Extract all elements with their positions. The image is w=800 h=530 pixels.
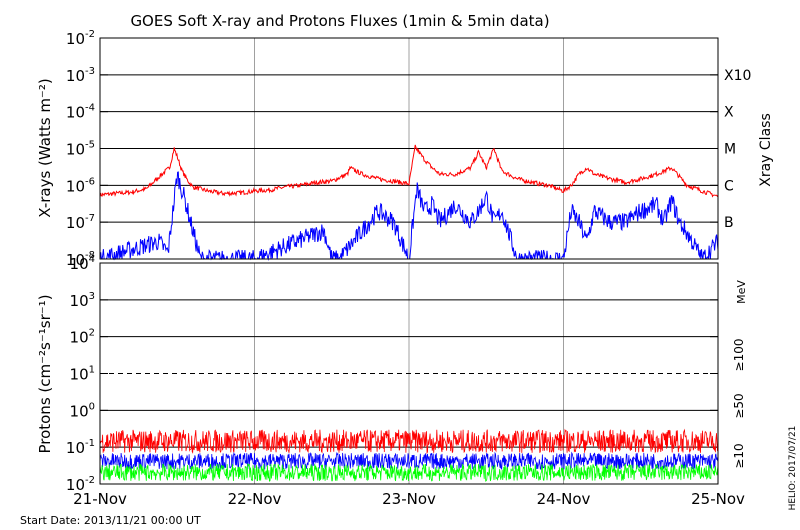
proton-legend: ≥100 ≥50 ≥10 xyxy=(732,339,746,469)
xray-panel: 10-8 10-7 10-6 10-5 10-4 10-3 10-2 B C M X X10 X-r… xyxy=(36,29,774,269)
proton-y-tick-label: 103 xyxy=(70,291,95,310)
xray-gridlines xyxy=(100,37,718,260)
xray-class-axis-label: Xray Class xyxy=(758,113,774,187)
xray-class-label: C xyxy=(724,178,734,194)
proton-legend-label: ≥50 xyxy=(732,393,746,418)
xray-y-tick-labels: 10-8 10-7 10-6 10-5 10-4 10-3 10-2 xyxy=(66,29,95,269)
xray-class-label: X10 xyxy=(724,68,751,84)
x-tick-label: 21-Nov xyxy=(73,490,127,508)
x-tick-labels: 21-Nov 22-Nov 23-Nov 24-Nov 25-Nov xyxy=(73,490,745,508)
x-tick-label: 23-Nov xyxy=(382,490,436,508)
xray-y-tick-label: 10-6 xyxy=(66,176,95,195)
xray-y-tick-label: 10-8 xyxy=(66,250,95,269)
proton-series-2 xyxy=(99,462,719,482)
proton-y-tick-labels: 10-2 10-1 100 101 102 103 104 xyxy=(66,254,95,494)
xray-y-tick-label: 10-3 xyxy=(66,66,95,85)
xray-class-label: X xyxy=(724,105,734,121)
proton-series-group xyxy=(99,428,719,482)
xray-y-tick-label: 10-4 xyxy=(66,103,95,122)
start-date-label: Start Date: 2013/11/21 00:00 UT xyxy=(20,514,201,527)
helio-credit-label: HELIO: 2017/07/21 xyxy=(788,426,798,511)
xray-series-red xyxy=(99,144,719,198)
proton-y-tick-label: 10-1 xyxy=(66,438,95,457)
proton-y-tick-label: 100 xyxy=(70,401,95,420)
proton-y-tick-label: 104 xyxy=(70,254,95,273)
proton-series-0 xyxy=(99,428,719,455)
proton-y-axis-label: Protons (cm⁻²s⁻¹sr⁻¹) xyxy=(36,294,54,453)
xray-class-label: B xyxy=(724,215,734,231)
proton-panel: 10-2 10-1 100 101 102 103 104 Protons (cm⁻²s⁻¹… xyxy=(36,254,748,494)
proton-legend-label: ≥10 xyxy=(732,443,746,468)
x-tick-label: 22-Nov xyxy=(228,490,282,508)
xray-y-tick-label: 10-7 xyxy=(66,213,95,232)
xray-plot-frame xyxy=(99,37,719,260)
xray-class-label: M xyxy=(724,142,736,158)
proton-mev-label: MeV xyxy=(735,280,748,304)
proton-y-tick-label: 102 xyxy=(70,328,95,347)
xray-y-tick-label: 10-2 xyxy=(66,29,95,48)
xray-y-tick-label: 10-5 xyxy=(66,140,95,159)
proton-y-tick-label: 101 xyxy=(70,365,95,384)
proton-plot-frame xyxy=(99,262,719,485)
xray-y-axis-label: X-rays (Watts m⁻²) xyxy=(36,78,54,217)
x-tick-label: 25-Nov xyxy=(691,490,745,508)
proton-y-tick-label: 10-2 xyxy=(66,475,95,494)
chart-title: GOES Soft X-ray and Protons Fluxes (1min… xyxy=(130,12,549,30)
xray-class-labels: B C M X X10 xyxy=(724,68,751,231)
proton-legend-label: ≥100 xyxy=(732,339,746,372)
x-tick-label: 24-Nov xyxy=(537,490,591,508)
